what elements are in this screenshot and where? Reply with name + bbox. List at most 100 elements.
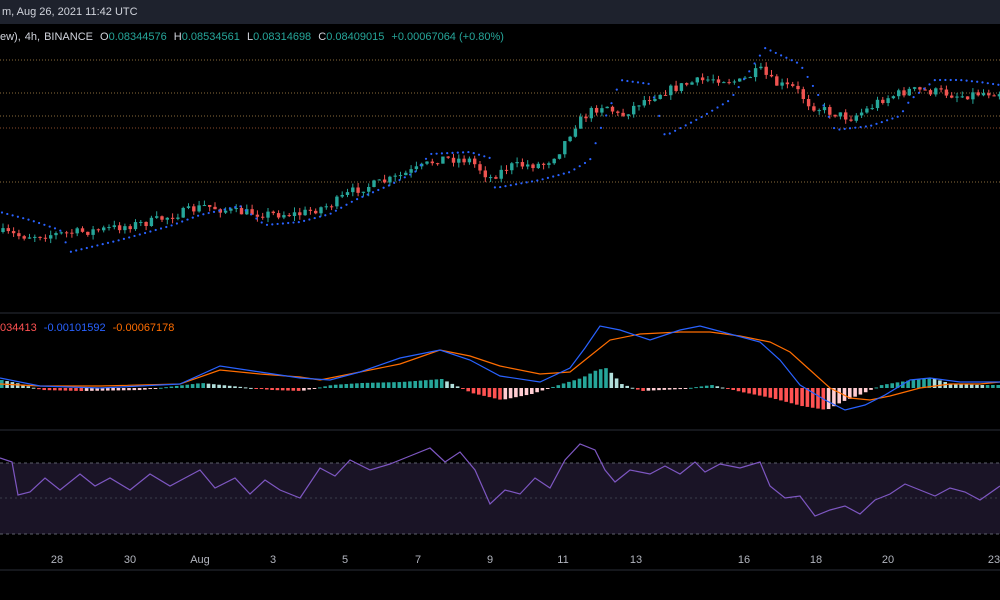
macd-histogram-bar	[37, 388, 41, 390]
candle-body	[271, 211, 275, 214]
macd-histogram-bar	[508, 388, 513, 399]
macd-histogram-bar	[911, 379, 916, 388]
candle-body	[54, 233, 58, 236]
sar-dot	[504, 185, 507, 188]
candle-body	[86, 231, 90, 235]
candle-body	[229, 208, 233, 211]
macd-histogram-bar	[540, 388, 545, 391]
candle-body	[155, 216, 159, 218]
candle-body	[64, 232, 69, 234]
sar-dot	[552, 175, 555, 178]
macd-histogram-bar	[683, 388, 688, 389]
sar-dot	[69, 250, 72, 253]
sar-dot	[356, 198, 359, 201]
sar-dot	[795, 61, 799, 64]
x-tick-label: 3	[270, 554, 276, 566]
candle-body	[897, 90, 901, 97]
candle-body	[600, 108, 604, 113]
macd-histogram-bar	[636, 388, 640, 390]
macd-histogram-bar	[111, 388, 115, 391]
candle-body	[266, 211, 270, 218]
macd-histogram-bar	[556, 385, 561, 388]
candle-body	[748, 77, 752, 79]
macd-line	[0, 325, 1000, 411]
sar-dot	[43, 223, 46, 226]
macd-histogram-bar	[238, 386, 243, 388]
sar-dot	[721, 103, 724, 106]
macd-histogram-bar	[906, 380, 910, 388]
sar-dot	[965, 79, 968, 82]
candle-body	[245, 209, 249, 215]
candle-body	[202, 205, 207, 207]
macd-histogram-bar	[620, 384, 624, 388]
sar-dot	[636, 81, 640, 84]
interval-label: 4h,	[24, 31, 41, 43]
sar-dot	[912, 96, 915, 99]
x-axis: 28 30 Aug 3 5 7 9 11 13 16 18 20 23	[51, 554, 1000, 566]
macd-histogram-bar	[492, 388, 497, 399]
macd-histogram-bar	[736, 388, 741, 392]
macd-histogram-bar	[726, 388, 730, 389]
candle-body	[186, 206, 191, 208]
sar-dot	[515, 183, 518, 186]
candle-body	[987, 93, 991, 96]
candle-body	[679, 83, 684, 91]
macd-histogram-bar	[450, 383, 455, 388]
sar-dot	[647, 82, 650, 85]
sar-dot	[387, 184, 390, 187]
sar-dot	[811, 84, 815, 88]
candle-body	[859, 112, 864, 116]
candle-body	[769, 74, 774, 77]
macd-histogram-bar	[63, 388, 68, 391]
x-tick-label: 9	[487, 554, 493, 566]
macd-histogram-bar	[657, 388, 661, 391]
macd-histogram-bar	[572, 380, 576, 388]
candle-body	[912, 87, 917, 89]
macd-histogram-bar	[927, 378, 932, 388]
macd-histogram-bar	[689, 387, 693, 389]
sar-dot	[91, 245, 94, 248]
sar-dot	[59, 229, 62, 232]
sar-dot	[668, 132, 671, 135]
macd-histogram-bar	[975, 384, 979, 388]
macd-histogram-bar	[593, 370, 598, 388]
macd-histogram-bar	[206, 383, 211, 388]
macd-histogram-bar	[895, 382, 900, 388]
exchange-label: BINANCE	[44, 31, 93, 43]
macd-histogram-bar	[853, 388, 857, 397]
sar-dot	[679, 126, 682, 130]
macd-histogram-bar	[959, 384, 963, 388]
macd-legend: 034413 -0.00101592 -0.00067178	[0, 322, 178, 334]
sar-dot	[271, 223, 274, 226]
macd-histogram-bar	[614, 378, 619, 388]
pane-separators	[0, 312, 1000, 571]
macd-histogram-bar	[985, 385, 990, 388]
sar-dot	[780, 54, 783, 57]
candle-body	[812, 106, 816, 111]
candle-body	[849, 119, 853, 121]
candle-body	[759, 66, 763, 69]
macd-histogram-bar	[121, 388, 126, 391]
candle-body	[488, 177, 493, 179]
sar-dot	[228, 207, 231, 210]
candle-body	[117, 225, 122, 231]
sar-dot	[446, 152, 449, 155]
candle-body	[504, 169, 509, 171]
macd-histogram-bar	[95, 388, 99, 391]
candle-body	[955, 96, 959, 98]
macd-histogram-bar	[196, 383, 200, 388]
macd-histogram-bar	[381, 382, 386, 388]
sar-dot	[954, 78, 958, 82]
macd-histogram-bar	[153, 388, 158, 389]
sar-dot	[377, 188, 380, 192]
candle-body	[181, 207, 185, 218]
sar-dot	[303, 219, 306, 223]
macd-histogram-bar	[704, 385, 709, 388]
sar-dot	[27, 218, 30, 221]
candle-body	[430, 161, 434, 164]
candle-body	[308, 209, 313, 211]
macd-histogram-bar	[180, 385, 184, 388]
candle-body	[928, 90, 933, 95]
candle-body	[944, 89, 949, 96]
